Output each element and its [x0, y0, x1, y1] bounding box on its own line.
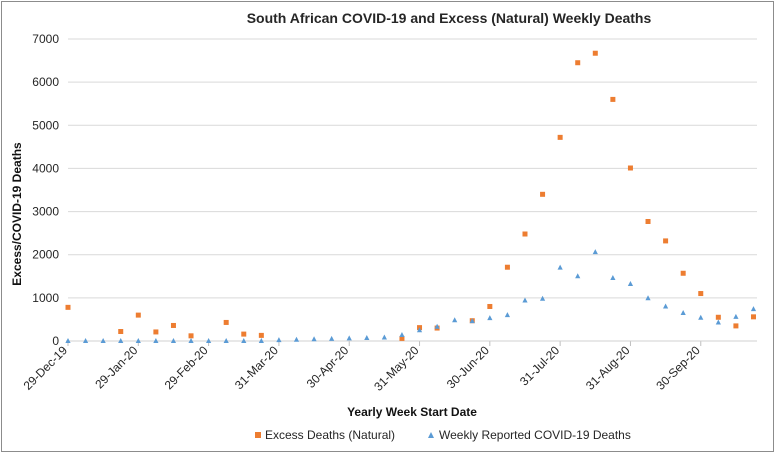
point-covid-deaths [680, 309, 686, 315]
point-excess-deaths [645, 218, 651, 224]
point-covid-deaths [118, 338, 124, 343]
x-tick-label: 31-May-20 [371, 343, 422, 394]
point-excess-deaths [258, 332, 264, 338]
point-covid-deaths [153, 338, 159, 343]
x-tick-label: 30-Apr-20 [304, 343, 352, 391]
point-covid-deaths [487, 315, 493, 321]
x-tick-label: 29-Dec-19 [21, 343, 71, 393]
point-covid-deaths [504, 312, 511, 318]
point-excess-deaths [557, 134, 563, 140]
y-tick-label: 4000 [32, 161, 59, 175]
x-tick-label: 31-Mar-20 [232, 343, 281, 392]
point-covid-deaths [364, 334, 370, 340]
point-excess-deaths [663, 238, 669, 244]
legend: Excess Deaths (Natural) Weekly Reported … [255, 428, 631, 442]
point-covid-deaths [329, 335, 335, 341]
point-covid-deaths [715, 319, 721, 325]
point-covid-deaths [100, 338, 106, 343]
point-excess-deaths [188, 333, 194, 339]
point-excess-deaths [698, 291, 704, 297]
legend-label-excess-deaths: Excess Deaths (Natural) [265, 428, 395, 442]
y-tick-label: 1000 [32, 291, 59, 305]
point-covid-deaths [434, 323, 440, 329]
point-excess-deaths [65, 304, 71, 310]
point-covid-deaths [206, 338, 212, 343]
y-tick-labels: 0 1000 2000 3000 4000 5000 6000 7000 [32, 32, 59, 348]
point-covid-deaths [65, 338, 71, 343]
point-excess-deaths [118, 329, 124, 335]
point-excess-deaths [733, 323, 739, 329]
point-covid-deaths [276, 337, 282, 343]
point-covid-deaths [82, 338, 89, 343]
point-excess-deaths [627, 165, 633, 171]
y-tick-label: 5000 [32, 118, 59, 132]
point-excess-deaths [750, 314, 756, 320]
y-tick-label: 2000 [32, 248, 59, 262]
point-covid-deaths [135, 338, 141, 343]
point-covid-deaths [645, 295, 651, 301]
point-covid-deaths [698, 314, 704, 320]
point-covid-deaths [627, 281, 634, 287]
point-covid-deaths [346, 335, 352, 341]
legend-marker-covid-deaths [428, 432, 434, 438]
y-tick-label: 6000 [32, 75, 59, 89]
point-covid-deaths [416, 327, 423, 333]
point-covid-deaths [293, 336, 300, 342]
point-covid-deaths [522, 297, 528, 303]
point-covid-deaths [170, 338, 177, 343]
point-excess-deaths [241, 331, 247, 337]
gridlines [68, 38, 757, 299]
point-covid-deaths [592, 249, 598, 255]
point-covid-deaths [469, 318, 475, 324]
point-covid-deaths [241, 338, 247, 343]
point-covid-deaths [733, 313, 739, 319]
legend-marker-excess-deaths [255, 432, 261, 438]
point-covid-deaths [663, 303, 669, 309]
x-tick-label: 31-Aug-20 [583, 343, 633, 393]
point-covid-deaths [750, 306, 757, 312]
point-excess-deaths [487, 303, 493, 309]
x-tick-label: 30-Jun-20 [444, 343, 492, 391]
x-tick-label: 30-Sep-20 [653, 343, 703, 393]
x-axis-title: Yearly Week Start Date [347, 405, 477, 419]
point-covid-deaths [575, 273, 581, 279]
point-covid-deaths [258, 338, 264, 343]
data-series [65, 50, 757, 343]
point-excess-deaths [540, 191, 546, 197]
point-covid-deaths [610, 275, 616, 281]
point-excess-deaths [223, 319, 229, 325]
x-tick-labels: 29-Dec-19 29-Jan-20 29-Feb-20 31-Mar-20 30-A… [21, 341, 703, 394]
x-tick-label: 29-Feb-20 [162, 343, 211, 392]
point-covid-deaths [399, 331, 405, 337]
point-covid-deaths [557, 264, 563, 270]
y-tick-label: 7000 [32, 32, 59, 46]
x-tick-label: 31-Jul-20 [517, 343, 563, 389]
legend-label-covid-deaths: Weekly Reported COVID-19 Deaths [439, 428, 631, 442]
y-tick-label: 3000 [32, 205, 59, 219]
point-excess-deaths [592, 50, 598, 56]
series-covid-deaths [65, 249, 757, 343]
point-excess-deaths [504, 264, 510, 270]
point-excess-deaths [399, 335, 405, 341]
point-excess-deaths [153, 329, 159, 335]
point-covid-deaths [452, 317, 458, 323]
point-excess-deaths [715, 314, 721, 320]
point-covid-deaths [188, 338, 194, 343]
point-excess-deaths [135, 312, 141, 318]
y-axis-title: Excess/COVID-19 Deaths [10, 142, 24, 286]
point-excess-deaths [680, 270, 686, 276]
point-covid-deaths [311, 336, 317, 342]
point-excess-deaths [575, 60, 581, 66]
point-excess-deaths [170, 322, 176, 328]
chart-title: South African COVID-19 and Excess (Natur… [247, 10, 652, 26]
point-covid-deaths [539, 295, 546, 301]
point-covid-deaths [223, 338, 229, 343]
y-tick-label: 0 [52, 334, 59, 348]
x-tick-label: 29-Jan-20 [92, 343, 140, 391]
point-excess-deaths [522, 231, 528, 237]
point-excess-deaths [610, 96, 616, 102]
point-covid-deaths [381, 334, 387, 340]
